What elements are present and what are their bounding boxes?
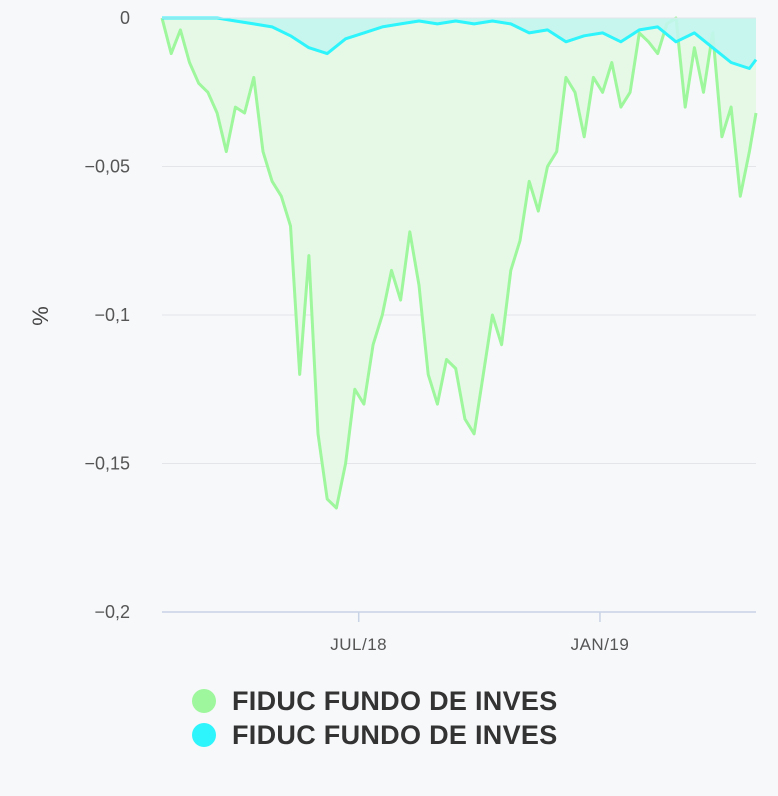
legend-swatch-series-2	[192, 723, 216, 747]
series-line-1	[160, 16, 758, 510]
chart: 0 −0,05 −0,1 −0,15 −0,2 JUL/18 JAN/19 %	[28, 8, 758, 654]
y-tick-label: −0,15	[84, 454, 130, 474]
y-axis-label: %	[28, 306, 53, 326]
y-tick-label: −0,1	[94, 305, 130, 325]
legend-item-series-2[interactable]: FIDUC FUNDO DE INVES	[192, 718, 558, 752]
series-areas	[160, 16, 758, 510]
legend-label-series-1: FIDUC FUNDO DE INVES	[232, 685, 558, 716]
y-tick-label: −0,05	[84, 157, 130, 177]
series-area-1	[162, 18, 756, 508]
y-tick-label: −0,2	[94, 602, 130, 622]
y-tick-label: 0	[120, 8, 130, 28]
legend-label-series-2: FIDUC FUNDO DE INVES	[232, 719, 558, 750]
axes: 0 −0,05 −0,1 −0,15 −0,2 JUL/18 JAN/19	[84, 8, 756, 654]
legend-item-series-1[interactable]: FIDUC FUNDO DE INVES	[192, 684, 558, 718]
series-area-2	[162, 18, 756, 69]
x-tick-label: JAN/19	[571, 635, 630, 654]
x-tick-label: JUL/18	[330, 635, 387, 654]
legend-swatch-series-1	[192, 689, 216, 713]
series-line-2	[162, 16, 758, 70]
legend: FIDUC FUNDO DE INVES FIDUC FUNDO DE INVE…	[192, 684, 558, 752]
